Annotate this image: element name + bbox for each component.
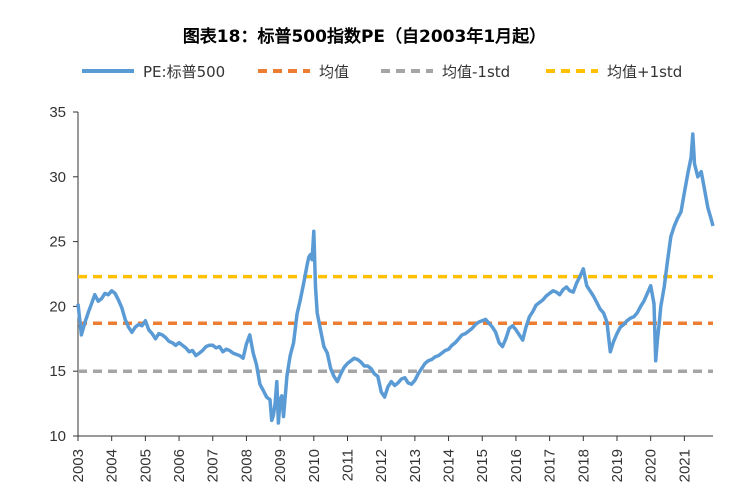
x-tick-label: 2011 [339,449,356,481]
legend-label: 均值+1std [607,63,682,81]
x-tick-label: 2006 [171,449,188,482]
legend-label: 均值 [319,63,349,81]
y-tick-label: 30 [49,169,66,186]
y-tick-label: 15 [49,363,66,380]
y-tick-label: 25 [49,234,66,251]
x-tick-label: 2007 [205,449,222,482]
x-tick-label: 2009 [272,449,289,482]
x-tick-label: 2015 [474,449,491,482]
x-tick-label: 2016 [508,449,525,482]
y-tick-label: 20 [49,298,66,315]
chart-title: 图表18：标普500指数PE（自2003年1月起） [182,27,547,47]
y-tick-label: 35 [49,104,66,121]
x-tick-label: 2004 [104,449,121,482]
legend-label: PE:标普500 [143,63,225,81]
legend-label: 均值-1std [442,63,510,81]
x-tick-label: 2003 [70,449,87,482]
x-tick-label: 2012 [373,449,390,482]
x-tick-label: 2018 [575,449,592,482]
x-tick-label: 2020 [643,449,660,482]
x-tick-label: 2005 [137,449,154,482]
x-tick-label: 2021 [676,449,693,482]
x-tick-label: 2010 [306,449,323,482]
x-tick-label: 2019 [609,449,626,482]
x-tick-label: 2013 [407,449,424,482]
x-tick-label: 2008 [238,449,255,482]
x-tick-label: 2017 [542,449,559,482]
y-tick-label: 10 [49,428,66,445]
x-tick-label: 2014 [441,449,458,482]
pe-series-line [76,132,715,425]
